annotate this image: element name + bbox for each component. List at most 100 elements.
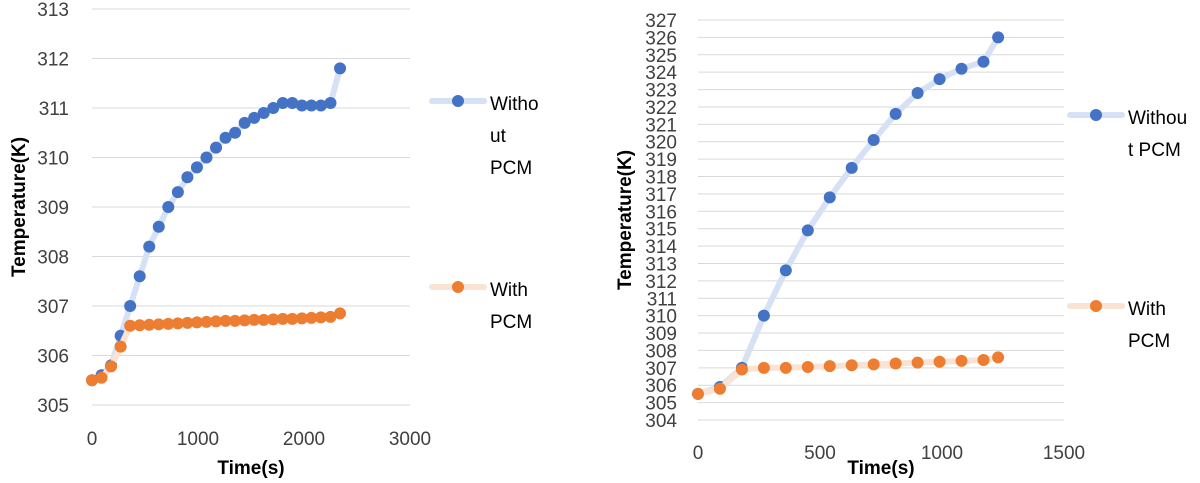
data-point xyxy=(219,314,232,327)
data-point xyxy=(219,131,232,144)
data-point xyxy=(911,356,924,369)
y-tick-label: 308 xyxy=(37,248,69,269)
data-point xyxy=(190,161,203,174)
x-tick-label: 0 xyxy=(693,443,704,464)
data-point xyxy=(152,318,165,331)
data-point xyxy=(210,141,223,154)
data-point xyxy=(276,312,289,325)
x-tick-label: 1000 xyxy=(921,443,963,464)
y-tick-label: 323 xyxy=(645,81,677,102)
y-tick-label: 318 xyxy=(645,168,677,189)
x-tick-label: 0 xyxy=(87,429,98,450)
data-point xyxy=(267,102,280,114)
y-tick-label: 307 xyxy=(645,359,677,380)
data-point xyxy=(977,354,990,366)
y-tick-label: 309 xyxy=(645,324,677,345)
y-tick-label: 309 xyxy=(37,198,69,219)
data-point xyxy=(692,387,704,400)
data-point xyxy=(200,151,213,164)
data-point xyxy=(248,313,261,326)
data-point xyxy=(314,99,327,112)
y-tick-label: 305 xyxy=(37,396,69,417)
data-point xyxy=(801,224,814,237)
data-point xyxy=(229,314,242,327)
data-point xyxy=(257,313,270,326)
data-point xyxy=(334,62,347,75)
legend-marker xyxy=(452,281,464,293)
data-point xyxy=(171,186,184,199)
data-point xyxy=(257,106,270,119)
data-point xyxy=(86,374,98,387)
data-point xyxy=(105,360,118,373)
data-point xyxy=(171,317,184,330)
y-tick-label: 325 xyxy=(645,46,677,67)
data-point xyxy=(190,316,203,329)
data-point xyxy=(757,309,770,322)
y-tick-label: 319 xyxy=(645,150,677,171)
data-point xyxy=(295,312,308,325)
data-point xyxy=(124,319,137,332)
data-point xyxy=(933,73,946,86)
legend-label: ut xyxy=(490,126,507,147)
data-point xyxy=(200,315,213,328)
data-point xyxy=(911,87,924,100)
data-point xyxy=(286,312,299,325)
data-point xyxy=(162,201,175,213)
data-point xyxy=(181,171,194,184)
data-point xyxy=(889,357,902,370)
y-tick-label: 304 xyxy=(645,411,677,432)
legend-marker xyxy=(1090,109,1102,121)
y-tick-label: 311 xyxy=(647,289,677,310)
data-point xyxy=(229,126,242,139)
data-point xyxy=(162,317,175,330)
x-tick-label: 1000 xyxy=(177,429,219,450)
y-tick-label: 306 xyxy=(37,347,69,368)
data-point xyxy=(757,361,770,374)
chart-right: 3043053063073083093103113123133143153163… xyxy=(615,11,1187,479)
y-tick-label: 312 xyxy=(645,272,677,293)
y-tick-label: 312 xyxy=(37,50,69,71)
data-point xyxy=(181,316,194,329)
legend-label: PCM xyxy=(1128,331,1170,352)
data-point xyxy=(823,191,836,204)
data-point xyxy=(238,116,251,129)
data-point xyxy=(238,314,251,327)
data-point xyxy=(314,311,327,324)
data-point xyxy=(955,62,968,75)
y-tick-label: 320 xyxy=(645,133,677,154)
data-point xyxy=(867,134,880,146)
data-point xyxy=(933,355,946,368)
x-tick-label: 2000 xyxy=(283,429,325,450)
x-axis-title: Time(s) xyxy=(847,458,914,479)
y-tick-label: 322 xyxy=(645,98,677,119)
legend-label: With xyxy=(490,280,528,301)
data-point xyxy=(124,300,137,312)
y-tick-label: 326 xyxy=(645,28,677,49)
data-point xyxy=(210,315,223,328)
data-point xyxy=(801,360,814,373)
data-point xyxy=(867,358,880,371)
x-axis-title: Time(s) xyxy=(217,458,284,479)
legend-label: PCM xyxy=(490,158,532,179)
y-tick-label: 315 xyxy=(645,220,677,241)
y-tick-label: 313 xyxy=(37,0,69,21)
data-point xyxy=(845,161,858,174)
data-point xyxy=(248,111,261,124)
y-tick-label: 327 xyxy=(645,11,677,32)
x-tick-label: 1500 xyxy=(1043,443,1085,464)
data-point xyxy=(286,97,299,110)
data-point xyxy=(267,313,280,326)
data-point xyxy=(276,97,289,110)
data-point xyxy=(133,319,146,332)
data-point xyxy=(295,99,308,112)
y-tick-label: 307 xyxy=(37,297,69,318)
data-point xyxy=(324,310,337,323)
data-point xyxy=(114,340,127,353)
y-tick-label: 324 xyxy=(645,63,677,84)
data-point xyxy=(779,361,792,374)
data-point xyxy=(305,311,318,324)
y-tick-label: 313 xyxy=(645,254,677,275)
y-axis-title: Temperature(K) xyxy=(615,150,636,290)
legend-label: Withou xyxy=(1128,108,1187,129)
